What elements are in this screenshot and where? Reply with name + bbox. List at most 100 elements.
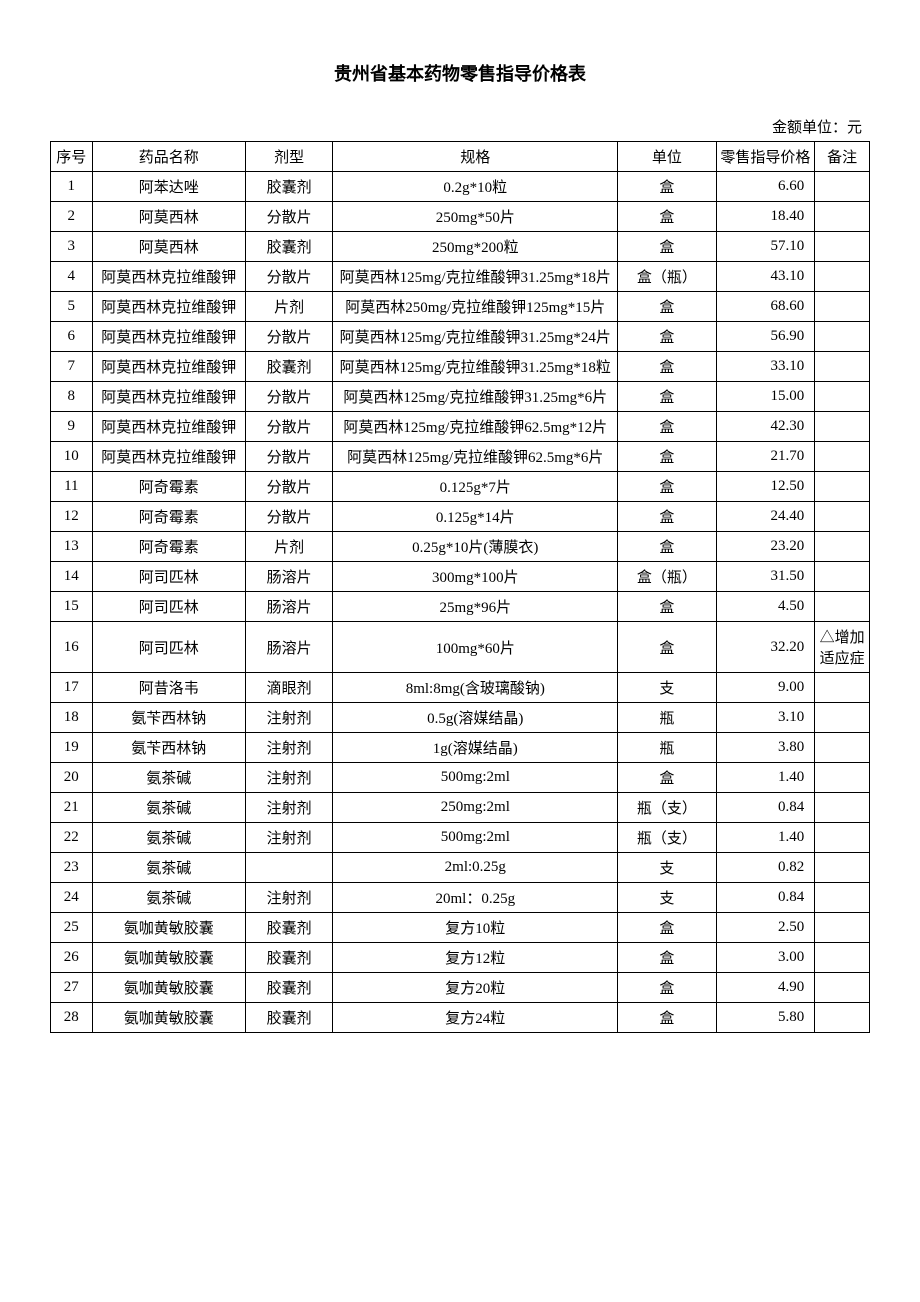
cell-seq: 21: [51, 793, 93, 823]
table-row: 17阿昔洛韦滴眼剂8ml:8mg(含玻璃酸钠)支9.00: [51, 673, 870, 703]
cell-seq: 27: [51, 973, 93, 1003]
cell-unit: 支: [618, 883, 717, 913]
cell-unit: 盒: [618, 202, 717, 232]
cell-form: 注射剂: [245, 733, 333, 763]
cell-form: 片剂: [245, 532, 333, 562]
cell-seq: 26: [51, 943, 93, 973]
table-row: 13阿奇霉素片剂0.25g*10片(薄膜衣)盒23.20: [51, 532, 870, 562]
cell-note: [815, 673, 870, 703]
table-row: 27氨咖黄敏胶囊胶囊剂复方20粒盒4.90: [51, 973, 870, 1003]
col-header-seq: 序号: [51, 142, 93, 172]
cell-note: [815, 1003, 870, 1033]
cell-price: 42.30: [716, 412, 815, 442]
cell-name: 阿莫西林克拉维酸钾: [92, 262, 245, 292]
cell-note: [815, 532, 870, 562]
cell-spec: 阿莫西林125mg/克拉维酸钾31.25mg*6片: [333, 382, 618, 412]
cell-unit: 盒: [618, 232, 717, 262]
cell-note: [815, 382, 870, 412]
cell-form: 分散片: [245, 262, 333, 292]
cell-form: 胶囊剂: [245, 232, 333, 262]
cell-seq: 11: [51, 472, 93, 502]
cell-spec: 0.125g*14片: [333, 502, 618, 532]
table-row: 25氨咖黄敏胶囊胶囊剂复方10粒盒2.50: [51, 913, 870, 943]
cell-name: 阿莫西林克拉维酸钾: [92, 292, 245, 322]
cell-seq: 10: [51, 442, 93, 472]
table-row: 26氨咖黄敏胶囊胶囊剂复方12粒盒3.00: [51, 943, 870, 973]
cell-note: [815, 562, 870, 592]
cell-name: 阿司匹林: [92, 592, 245, 622]
cell-form: 胶囊剂: [245, 943, 333, 973]
cell-form: 胶囊剂: [245, 913, 333, 943]
cell-seq: 14: [51, 562, 93, 592]
cell-note: [815, 262, 870, 292]
cell-price: 0.84: [716, 883, 815, 913]
cell-unit: 支: [618, 853, 717, 883]
cell-note: [815, 883, 870, 913]
cell-name: 氨咖黄敏胶囊: [92, 973, 245, 1003]
cell-unit: 支: [618, 673, 717, 703]
cell-spec: 0.5g(溶媒结晶): [333, 703, 618, 733]
cell-seq: 8: [51, 382, 93, 412]
cell-price: 57.10: [716, 232, 815, 262]
col-header-name: 药品名称: [92, 142, 245, 172]
cell-seq: 28: [51, 1003, 93, 1033]
cell-unit: 盒: [618, 472, 717, 502]
cell-name: 阿莫西林: [92, 232, 245, 262]
cell-form: 肠溶片: [245, 562, 333, 592]
cell-note: [815, 703, 870, 733]
cell-name: 阿莫西林克拉维酸钾: [92, 382, 245, 412]
cell-name: 阿司匹林: [92, 622, 245, 673]
cell-unit: 瓶: [618, 733, 717, 763]
cell-seq: 2: [51, 202, 93, 232]
cell-note: [815, 823, 870, 853]
cell-seq: 1: [51, 172, 93, 202]
cell-note: [815, 232, 870, 262]
col-header-spec: 规格: [333, 142, 618, 172]
cell-price: 5.80: [716, 1003, 815, 1033]
table-row: 23氨茶碱2ml:0.25g支0.82: [51, 853, 870, 883]
cell-unit: 盒: [618, 292, 717, 322]
cell-spec: 2ml:0.25g: [333, 853, 618, 883]
cell-seq: 7: [51, 352, 93, 382]
table-row: 3阿莫西林胶囊剂250mg*200粒盒57.10: [51, 232, 870, 262]
cell-seq: 20: [51, 763, 93, 793]
cell-form: 胶囊剂: [245, 172, 333, 202]
cell-spec: 0.2g*10粒: [333, 172, 618, 202]
cell-name: 氨咖黄敏胶囊: [92, 943, 245, 973]
cell-form: 注射剂: [245, 823, 333, 853]
table-row: 9阿莫西林克拉维酸钾分散片阿莫西林125mg/克拉维酸钾62.5mg*12片盒4…: [51, 412, 870, 442]
cell-name: 阿司匹林: [92, 562, 245, 592]
cell-unit: 盒: [618, 382, 717, 412]
cell-note: [815, 172, 870, 202]
col-header-note: 备注: [815, 142, 870, 172]
cell-form: 分散片: [245, 202, 333, 232]
cell-name: 阿莫西林克拉维酸钾: [92, 322, 245, 352]
cell-seq: 13: [51, 532, 93, 562]
cell-seq: 22: [51, 823, 93, 853]
cell-unit: 盒（瓶）: [618, 562, 717, 592]
cell-name: 阿苯达唑: [92, 172, 245, 202]
table-row: 11阿奇霉素分散片0.125g*7片盒12.50: [51, 472, 870, 502]
cell-price: 33.10: [716, 352, 815, 382]
cell-note: [815, 853, 870, 883]
cell-price: 3.10: [716, 703, 815, 733]
table-row: 22氨茶碱注射剂500mg:2ml瓶（支）1.40: [51, 823, 870, 853]
cell-note: [815, 592, 870, 622]
table-row: 8阿莫西林克拉维酸钾分散片阿莫西林125mg/克拉维酸钾31.25mg*6片盒1…: [51, 382, 870, 412]
cell-note: [815, 793, 870, 823]
cell-spec: 1g(溶媒结晶): [333, 733, 618, 763]
cell-form: 分散片: [245, 472, 333, 502]
cell-spec: 20ml：0.25g: [333, 883, 618, 913]
unit-label: 金额单位：元: [50, 116, 870, 137]
cell-unit: 盒: [618, 973, 717, 1003]
table-row: 6阿莫西林克拉维酸钾分散片阿莫西林125mg/克拉维酸钾31.25mg*24片盒…: [51, 322, 870, 352]
cell-price: 2.50: [716, 913, 815, 943]
table-row: 15阿司匹林肠溶片25mg*96片盒4.50: [51, 592, 870, 622]
cell-note: [815, 442, 870, 472]
table-row: 21氨茶碱注射剂250mg:2ml瓶（支）0.84: [51, 793, 870, 823]
cell-form: 注射剂: [245, 763, 333, 793]
cell-spec: 25mg*96片: [333, 592, 618, 622]
cell-name: 氨茶碱: [92, 853, 245, 883]
cell-unit: 瓶（支）: [618, 823, 717, 853]
cell-form: 滴眼剂: [245, 673, 333, 703]
